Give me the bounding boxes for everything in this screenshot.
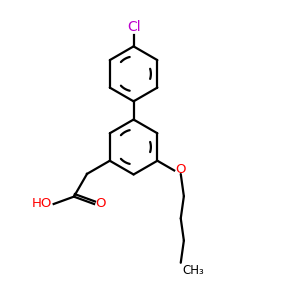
Text: Cl: Cl (127, 20, 140, 34)
Text: O: O (96, 197, 106, 210)
Text: O: O (176, 163, 186, 176)
Text: HO: HO (32, 197, 52, 210)
Text: CH₃: CH₃ (182, 264, 204, 277)
